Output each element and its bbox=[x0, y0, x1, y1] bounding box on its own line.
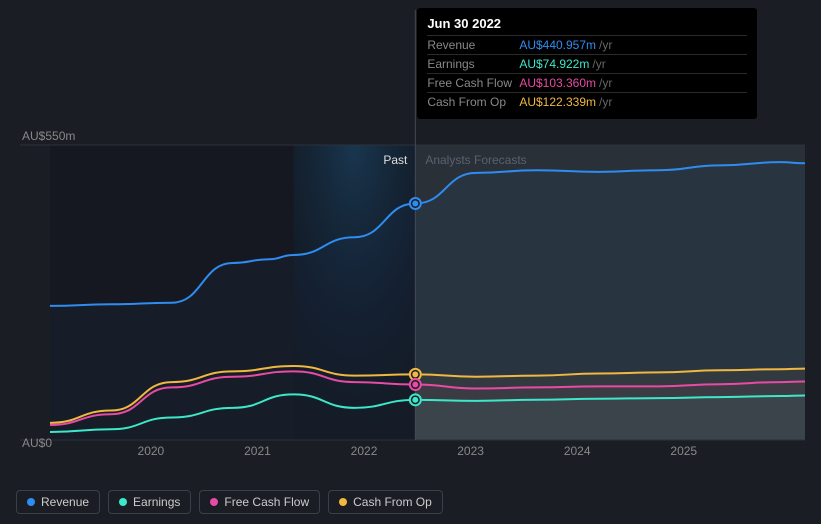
tooltip-title: Jun 30 2022 bbox=[427, 16, 747, 31]
legend-item-fcf[interactable]: Free Cash Flow bbox=[199, 490, 320, 514]
series-marker-fcf bbox=[412, 382, 418, 388]
x-axis-tick: 2023 bbox=[441, 444, 501, 458]
tooltip-row-value: AU$440.957m bbox=[519, 38, 596, 52]
tooltip-row-label: Cash From Op bbox=[427, 95, 519, 109]
series-marker-earnings bbox=[412, 397, 418, 403]
x-axis-tick: 2020 bbox=[121, 444, 181, 458]
chart-container: AU$550m AU$0 Past Analysts Forecasts 202… bbox=[0, 0, 821, 524]
y-axis-min-label: AU$0 bbox=[22, 436, 52, 450]
x-axis-tick: 2025 bbox=[654, 444, 714, 458]
tooltip-row: Cash From OpAU$122.339m/yr bbox=[427, 92, 747, 111]
legend-item-revenue[interactable]: Revenue bbox=[16, 490, 100, 514]
x-axis-tick: 2024 bbox=[547, 444, 607, 458]
legend-label: Free Cash Flow bbox=[224, 495, 309, 509]
tooltip-row-value: AU$103.360m bbox=[519, 76, 596, 90]
legend-dot-icon bbox=[339, 498, 347, 506]
legend-dot-icon bbox=[210, 498, 218, 506]
legend-dot-icon bbox=[119, 498, 127, 506]
series-marker-revenue bbox=[412, 200, 418, 206]
forecast-section-label: Analysts Forecasts bbox=[425, 153, 526, 167]
legend-item-earnings[interactable]: Earnings bbox=[108, 490, 191, 514]
tooltip-row: Free Cash FlowAU$103.360m/yr bbox=[427, 73, 747, 92]
past-section-label: Past bbox=[383, 153, 407, 167]
tooltip-row-value: AU$74.922m bbox=[519, 57, 589, 71]
tooltip-row-unit: /yr bbox=[599, 76, 612, 90]
x-axis: 2020 2021 2022 2023 2024 2025 bbox=[101, 444, 734, 458]
legend-label: Revenue bbox=[41, 495, 89, 509]
tooltip-row-label: Free Cash Flow bbox=[427, 76, 519, 90]
tooltip-row: EarningsAU$74.922m/yr bbox=[427, 54, 747, 73]
legend-item-cashop[interactable]: Cash From Op bbox=[328, 490, 443, 514]
tooltip-row-label: Earnings bbox=[427, 57, 519, 71]
legend-label: Earnings bbox=[133, 495, 180, 509]
x-axis-tick: 2022 bbox=[334, 444, 394, 458]
tooltip-row-value: AU$122.339m bbox=[519, 95, 596, 109]
tooltip-row: RevenueAU$440.957m/yr bbox=[427, 35, 747, 54]
legend-label: Cash From Op bbox=[353, 495, 432, 509]
chart-legend: Revenue Earnings Free Cash Flow Cash From O… bbox=[16, 490, 443, 514]
tooltip-row-unit: /yr bbox=[592, 57, 605, 71]
chart-tooltip: Jun 30 2022 RevenueAU$440.957m/yrEarning… bbox=[417, 8, 757, 119]
legend-dot-icon bbox=[27, 498, 35, 506]
tooltip-row-label: Revenue bbox=[427, 38, 519, 52]
x-axis-tick: 2021 bbox=[227, 444, 287, 458]
y-axis-max-label: AU$550m bbox=[22, 129, 75, 143]
tooltip-row-unit: /yr bbox=[599, 38, 612, 52]
series-marker-cashop bbox=[412, 371, 418, 377]
tooltip-row-unit: /yr bbox=[599, 95, 612, 109]
